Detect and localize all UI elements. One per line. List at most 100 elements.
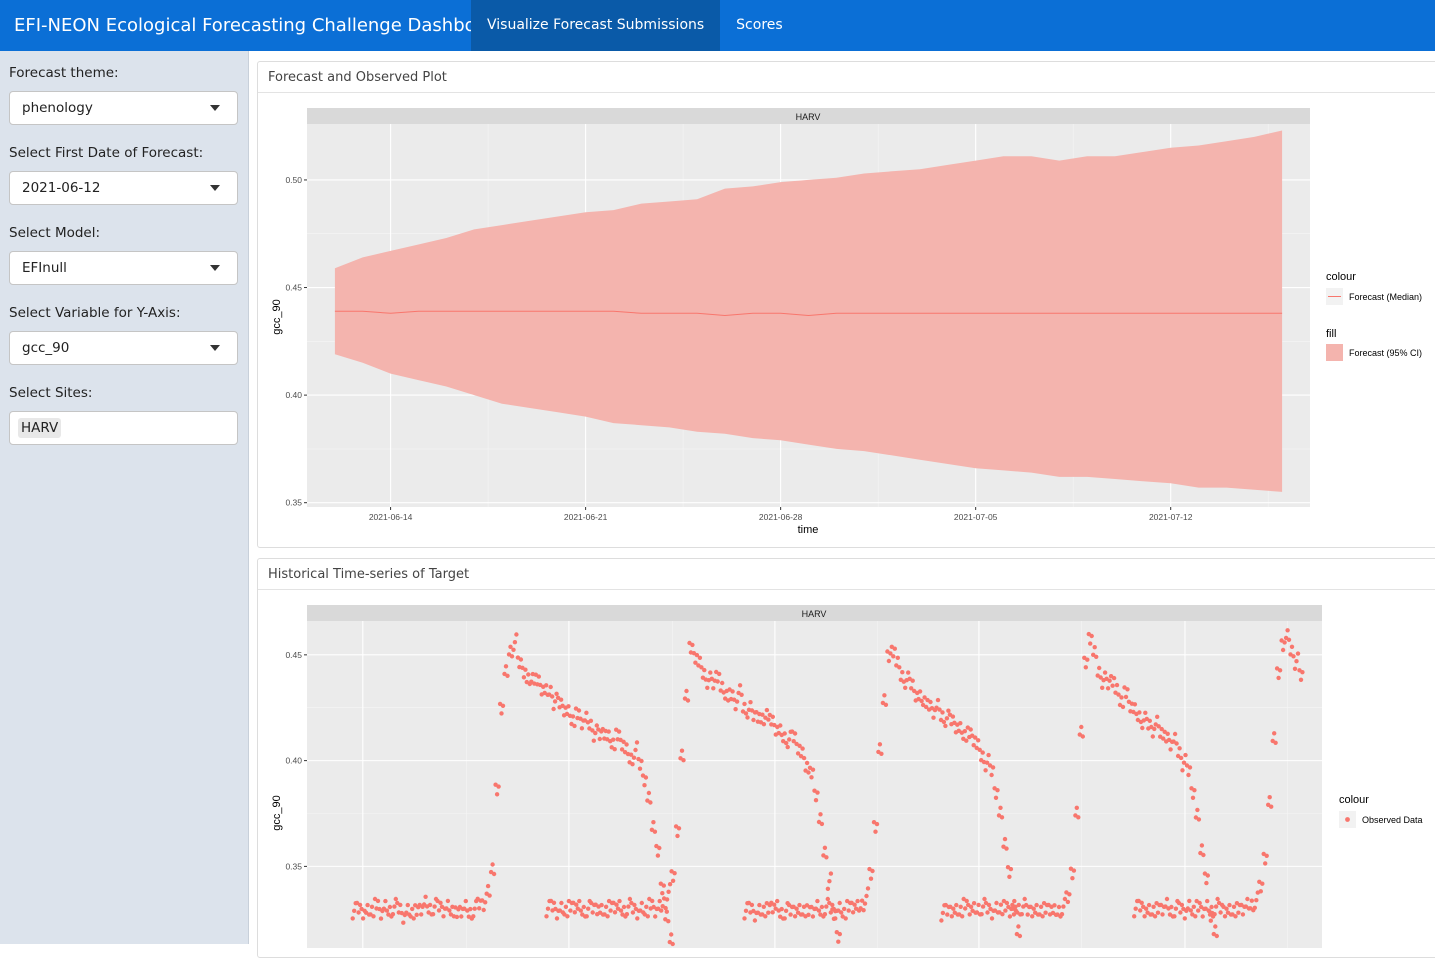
grid-lines <box>307 621 1322 948</box>
observed-point <box>822 845 828 850</box>
observed-point <box>1079 724 1084 730</box>
observed-point <box>990 765 996 770</box>
observed-point <box>1298 677 1304 682</box>
observed-point <box>521 675 527 680</box>
observed-point <box>423 894 428 899</box>
observed-point <box>1150 734 1155 739</box>
observed-point <box>1231 904 1237 909</box>
x-tick-label: 2021-07-12 <box>1149 512 1193 522</box>
chevron-down-icon <box>210 185 220 191</box>
observed-point <box>1142 914 1147 919</box>
observed-point <box>1178 755 1184 761</box>
observed-point <box>982 896 987 902</box>
observed-point <box>594 723 599 728</box>
observed-point <box>861 908 866 913</box>
observed-point <box>590 910 595 915</box>
observed-point <box>906 670 911 675</box>
observed-point <box>558 697 564 702</box>
observed-point <box>943 723 948 729</box>
observed-point <box>995 788 1000 793</box>
observed-point <box>554 691 559 696</box>
observed-point <box>644 904 649 909</box>
observed-point <box>772 902 777 907</box>
observed-point <box>588 718 594 723</box>
observed-point <box>742 701 747 707</box>
sites-multiselect[interactable]: HARV <box>9 411 238 445</box>
observed-point <box>1205 898 1210 904</box>
observed-point <box>1209 904 1214 910</box>
observed-point <box>1017 933 1023 939</box>
observed-point <box>1007 874 1012 879</box>
observed-point <box>608 908 613 913</box>
observed-point <box>675 833 680 839</box>
observed-point <box>572 723 577 729</box>
observed-point <box>1164 896 1170 902</box>
forecast-theme-select[interactable]: phenology <box>9 91 238 125</box>
tab-visualize-forecast-submissions[interactable]: Visualize Forecast Submissions <box>471 0 721 51</box>
observed-point <box>1151 904 1156 909</box>
y-tick-label: 0.50 <box>285 175 302 185</box>
observed-point <box>1076 815 1081 820</box>
observed-point <box>730 689 735 694</box>
observed-point <box>642 783 647 788</box>
history-chart: HARV 0.35 0.40 0.45 gcc_90 colour Observed… <box>271 605 1423 948</box>
app-title[interactable]: EFI-NEON Ecological Forecasting Challeng… <box>14 15 506 36</box>
x-tick-label: 2021-06-14 <box>369 512 413 522</box>
observed-point <box>1004 846 1009 851</box>
tab-scores[interactable]: Scores <box>736 17 783 33</box>
observed-point <box>618 908 624 913</box>
observed-point <box>1034 902 1039 908</box>
observed-point <box>985 910 990 915</box>
observed-point <box>1092 645 1097 650</box>
observed-point <box>1011 912 1017 917</box>
observed-point <box>653 914 658 919</box>
observed-point <box>939 918 944 923</box>
observed-point <box>1097 665 1102 671</box>
observed-point <box>775 898 780 904</box>
observed-point <box>663 905 668 911</box>
observed-point <box>801 755 807 761</box>
observed-point <box>1186 772 1191 778</box>
observed-point <box>1172 731 1178 737</box>
observed-point <box>967 912 972 917</box>
observed-point <box>664 897 670 902</box>
observed-point <box>1025 912 1030 917</box>
observed-point <box>605 914 610 919</box>
observed-point <box>1187 765 1193 770</box>
observed-point <box>639 758 644 764</box>
observed-point <box>833 916 838 921</box>
observed-point <box>797 743 802 748</box>
observed-point <box>1155 714 1160 719</box>
model-select[interactable]: EFInull <box>9 251 238 285</box>
observed-point <box>576 708 582 713</box>
forecast-plot-title: Forecast and Observed Plot <box>258 62 1435 93</box>
observed-point <box>1022 896 1027 902</box>
forecast-theme-field: Forecast theme: phenology <box>9 65 238 125</box>
observed-point <box>958 721 963 726</box>
observed-point <box>410 906 415 912</box>
observed-point <box>483 900 488 905</box>
observed-point <box>577 898 582 904</box>
observed-point <box>697 655 703 660</box>
observed-point <box>393 896 398 902</box>
observed-point <box>1062 896 1068 902</box>
observed-point <box>859 898 865 903</box>
observed-point <box>512 640 518 645</box>
site-chip-harv[interactable]: HARV <box>18 418 62 438</box>
observed-point <box>868 876 874 881</box>
observed-point <box>810 914 816 919</box>
variable-select[interactable]: gcc_90 <box>9 331 238 365</box>
observed-point <box>646 790 652 796</box>
observed-point <box>1155 910 1161 915</box>
observed-point <box>979 912 984 917</box>
model-field: Select Model: EFInull <box>9 225 238 285</box>
observed-point <box>352 908 357 913</box>
observed-point <box>968 904 974 909</box>
observed-point <box>401 920 406 925</box>
observed-point <box>584 914 589 919</box>
observed-point <box>1102 670 1108 675</box>
observed-point <box>1070 876 1075 881</box>
first-date-select[interactable]: 2021-06-12 <box>9 171 238 205</box>
observed-point <box>1200 914 1205 919</box>
observed-point <box>438 900 443 905</box>
